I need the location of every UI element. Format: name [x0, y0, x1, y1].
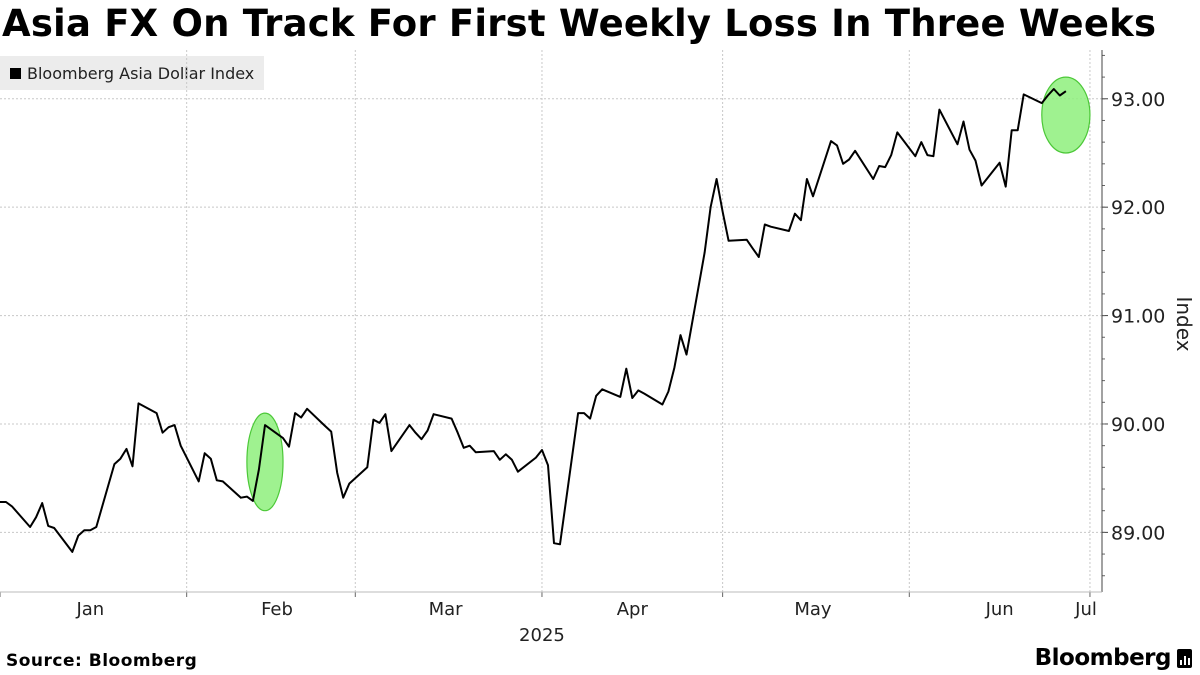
axes: Jan Feb Mar Apr May Jun Jul 2025 89.00 90.00 91.00…: [0, 50, 1196, 646]
chart-legend: Bloomberg Asia Dollar Index: [0, 56, 265, 90]
x-tick-label: Jun: [985, 599, 1014, 620]
y-tick-label: 93.00: [1111, 89, 1165, 111]
y-tick-label: 89.00: [1111, 522, 1165, 544]
brand-logo: Bloomberg: [1035, 645, 1192, 671]
legend-swatch: [10, 67, 21, 79]
highlight-ellipse: [1041, 76, 1091, 154]
y-tick-label: 90.00: [1111, 414, 1165, 436]
brand-name: Bloomberg: [1034, 645, 1172, 671]
x-tick-label: Apr: [617, 599, 649, 620]
x-tick-label: Feb: [261, 599, 293, 620]
y-tick-label: 91.00: [1111, 306, 1165, 328]
source-note: Source: Bloomberg: [6, 651, 198, 671]
x-tick-label: Mar: [429, 599, 464, 620]
legend-label: Bloomberg Asia Dollar Index: [27, 63, 255, 83]
series-layer: [0, 88, 1067, 553]
x-tick-label: Jul: [1074, 599, 1097, 620]
chart-title: Asia FX On Track For First Weekly Loss I…: [2, 2, 1157, 45]
x-year-label: 2025: [519, 625, 565, 646]
highlights: [246, 76, 1091, 512]
series-line-asia-dollar-index: [0, 88, 1067, 553]
bar-chart-icon: [1177, 648, 1192, 668]
y-axis-title: Index: [1172, 296, 1196, 351]
x-tick-label: May: [794, 599, 832, 620]
y-tick-label: 92.00: [1111, 197, 1165, 219]
x-tick-label: Jan: [75, 599, 104, 620]
